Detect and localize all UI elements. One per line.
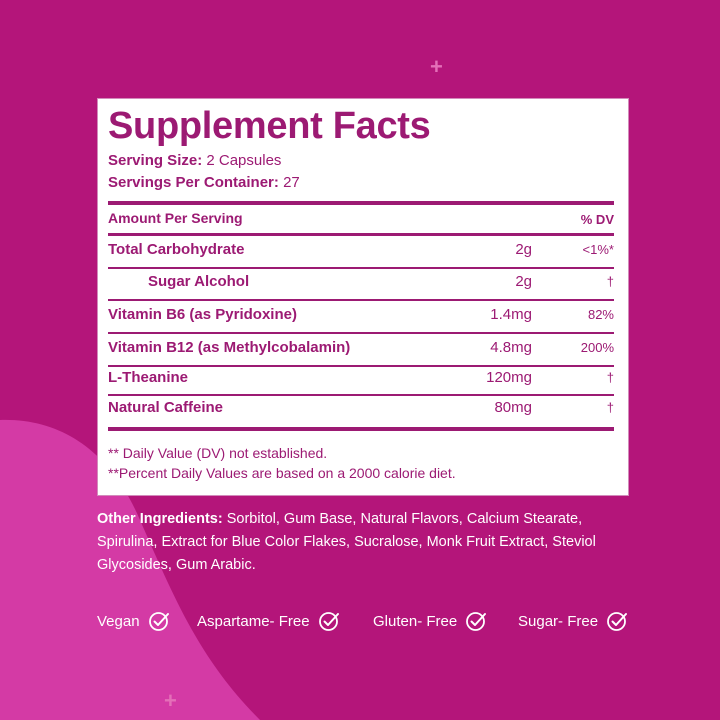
nutrient-name: Total Carbohydrate xyxy=(108,241,245,258)
footnote-calorie-diet: **Percent Daily Values are based on a 20… xyxy=(108,465,456,481)
divider-medium xyxy=(108,233,614,236)
badge-label: Aspartame- Free xyxy=(197,612,310,630)
badge-sugar-free: Sugar- Free xyxy=(518,608,628,634)
nutrient-dv: 82% xyxy=(587,307,614,322)
nutrient-amount: 1.4mg xyxy=(490,306,532,323)
nutrient-amount: 80mg xyxy=(494,399,532,416)
nutrient-name: Vitamin B12 (as Methylcobalamin) xyxy=(108,339,351,356)
badge-label: Vegan xyxy=(97,612,140,630)
servings-per-container: Servings Per Container: 27 xyxy=(108,174,300,191)
footnote-dv-not-established: ** Daily Value (DV) not established. xyxy=(108,445,328,461)
check-circle-icon xyxy=(466,612,487,631)
dv-header: % DV xyxy=(580,212,614,227)
supplement-facts-panel: Supplement Facts Serving Size: 2 Capsule… xyxy=(97,98,629,496)
serving-size: Serving Size: 2 Capsules xyxy=(108,152,281,169)
badge-gluten-free: Gluten- Free xyxy=(373,608,487,634)
servings-label: Servings Per Container: xyxy=(108,174,279,191)
nutrient-row: L-Theanine 120mg † xyxy=(108,364,614,396)
nutrient-dv: † xyxy=(606,370,614,385)
nutrient-amount: 2g xyxy=(515,241,532,258)
nutrient-dv: 200% xyxy=(580,340,614,355)
badge-label: Gluten- Free xyxy=(373,612,458,630)
nutrient-amount: 120mg xyxy=(486,369,532,386)
divider-thin xyxy=(108,299,614,301)
divider-thick xyxy=(108,201,614,205)
nutrient-row: Vitamin B6 (as Pyridoxine) 1.4mg 82% xyxy=(108,301,614,333)
decorative-plus-icon: + xyxy=(164,688,177,713)
nutrient-row: Natural Caffeine 80mg † xyxy=(108,394,614,426)
nutrient-name: Vitamin B6 (as Pyridoxine) xyxy=(108,306,297,323)
divider-thick xyxy=(108,427,614,431)
nutrient-name: Natural Caffeine xyxy=(108,399,224,416)
nutrient-row: Total Carbohydrate 2g <1%* xyxy=(108,236,614,268)
nutrient-amount: 4.8mg xyxy=(490,339,532,356)
divider-thin xyxy=(108,332,614,334)
badge-aspartame-free: Aspartame- Free xyxy=(197,608,340,634)
servings-value: 27 xyxy=(283,174,300,191)
nutrient-name: Sugar Alcohol xyxy=(148,273,250,290)
divider-thin xyxy=(108,394,614,396)
nutrient-dv: † xyxy=(606,400,614,415)
amount-per-serving-header: Amount Per Serving xyxy=(108,210,243,226)
nutrient-amount: 2g xyxy=(515,273,532,290)
nutrient-row: Vitamin B12 (as Methylcobalamin) 4.8mg 2… xyxy=(108,334,614,366)
decorative-plus-icon: + xyxy=(430,54,443,79)
ingredients-text: Sorbitol, Gum Base, Natural Flavors, Cal… xyxy=(97,511,596,573)
badge-vegan: Vegan xyxy=(97,608,170,634)
check-circle-icon xyxy=(318,612,339,631)
badge-row: Vegan Aspartame- Free Gluten- Free Sugar… xyxy=(97,608,657,634)
nutrient-dv: † xyxy=(606,274,614,289)
other-ingredients: Other Ingredients: Sorbitol, Gum Base, N… xyxy=(97,508,637,577)
divider-thin xyxy=(108,365,614,367)
check-circle-icon xyxy=(607,612,628,631)
panel-title: Supplement Facts xyxy=(108,105,431,147)
ingredients-label: Other Ingredients: xyxy=(97,511,223,527)
serving-size-label: Serving Size: xyxy=(108,152,203,169)
divider-thin xyxy=(108,267,614,269)
check-circle-icon xyxy=(148,612,169,631)
nutrient-name: L-Theanine xyxy=(108,369,189,386)
nutrient-row: Sugar Alcohol 2g † xyxy=(108,268,614,300)
badge-label: Sugar- Free xyxy=(518,612,599,630)
serving-size-value: 2 Capsules xyxy=(206,152,282,169)
nutrient-dv: <1%* xyxy=(582,242,614,257)
